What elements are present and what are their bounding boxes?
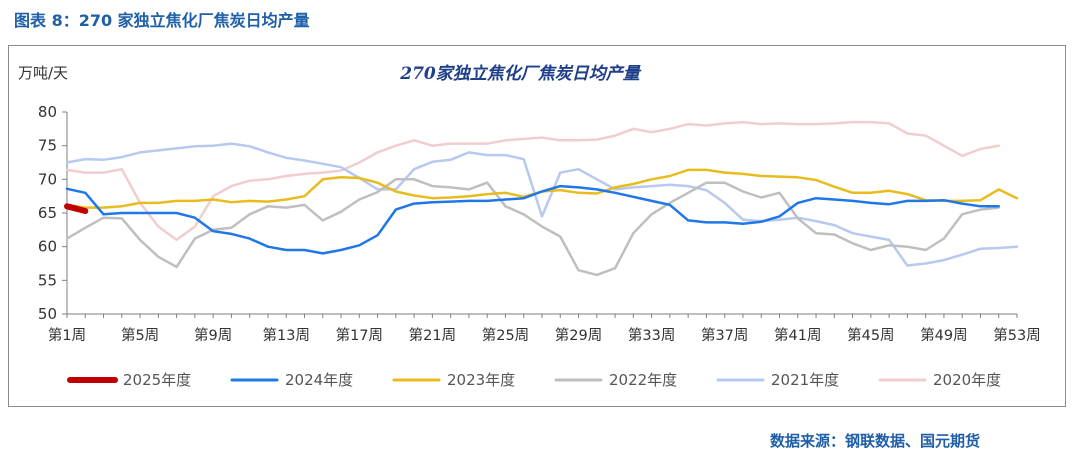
figure-caption: 图表 8：270 家独立焦化厂焦炭日均产量 xyxy=(14,11,310,30)
legend-label: 2024年度 xyxy=(285,371,353,389)
axes: 50 55 60 65 70 75 80 第1周 第5周 第9周 第13周 第17周 第21周 第25周 第… xyxy=(38,103,1041,344)
legend-label: 2023年度 xyxy=(447,371,515,389)
x-tick-label: 第37周 xyxy=(701,326,748,344)
y-tick-label: 60 xyxy=(38,238,57,256)
x-tick-label: 第33周 xyxy=(628,326,675,344)
series-line-2021年度 xyxy=(65,142,1019,267)
x-tick-label: 第29周 xyxy=(555,326,602,344)
x-tick-label: 第49周 xyxy=(920,326,967,344)
y-tick-label: 55 xyxy=(38,271,57,289)
series-line-2022年度 xyxy=(65,178,1000,277)
series-line-2020年度 xyxy=(65,120,1000,242)
x-tick-label: 第41周 xyxy=(774,326,821,344)
x-tick-label: 第25周 xyxy=(482,326,529,344)
legend: 2025年度 2024年度 2023年度 2022年度 2021年度 2020年度 xyxy=(67,371,1001,389)
data-source: 数据来源：钢联数据、国元期货 xyxy=(769,432,980,450)
series-line-2024年度 xyxy=(65,184,1000,255)
y-axis-label: 万吨/天 xyxy=(18,64,68,82)
y-tick-label: 65 xyxy=(38,204,57,222)
y-tick-label: 50 xyxy=(38,305,57,323)
x-tick-label: 第5周 xyxy=(121,326,159,344)
x-tick-label: 第9周 xyxy=(194,326,232,344)
legend-label: 2021年度 xyxy=(771,371,839,389)
x-tick-label: 第21周 xyxy=(409,326,456,344)
x-tick-label: 第53周 xyxy=(993,326,1040,344)
x-tick-label: 第13周 xyxy=(263,326,310,344)
chart-frame xyxy=(8,45,1066,407)
y-tick-label: 75 xyxy=(38,137,57,155)
x-tick-label: 第45周 xyxy=(847,326,894,344)
chart-title: 270家独立焦化厂焦炭日均产量 xyxy=(399,64,641,84)
legend-label: 2022年度 xyxy=(609,371,677,389)
x-tick-label: 第1周 xyxy=(48,326,86,344)
legend-label: 2020年度 xyxy=(933,371,1001,389)
legend-label: 2025年度 xyxy=(123,371,191,389)
x-tick-label: 第17周 xyxy=(336,326,383,344)
series-layer xyxy=(64,120,1019,277)
y-tick-label: 80 xyxy=(38,103,57,121)
y-tick-label: 70 xyxy=(38,170,57,188)
series-line-2025年度 xyxy=(64,203,89,214)
